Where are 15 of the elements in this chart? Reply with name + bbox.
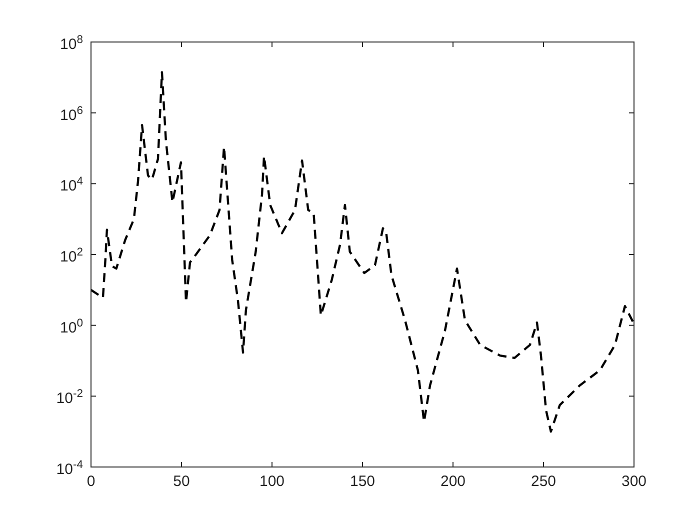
x-tick-label: 300 xyxy=(621,473,647,490)
x-tick-label: 0 xyxy=(86,473,96,490)
y-tick-label: 10$^{-4}$ xyxy=(56,459,83,478)
x-tick-label: 250 xyxy=(530,473,556,490)
y-tick-label: 10$^{2}$ xyxy=(60,246,83,266)
y-tick-label: 10$^{0}$ xyxy=(60,317,83,336)
x-tick-label: 100 xyxy=(259,473,285,490)
y-tick-label: 10$^{4}$ xyxy=(60,176,83,195)
x-tick-label: 150 xyxy=(350,473,376,490)
y-tick-label: 10$^{-2}$ xyxy=(56,388,83,408)
y-tick-label: 10$^{8}$ xyxy=(60,34,83,53)
line-series xyxy=(91,71,634,433)
x-tick-label: 50 xyxy=(173,473,190,490)
x-tick-label: 200 xyxy=(440,473,466,490)
y-tick-label: 10$^{6}$ xyxy=(60,104,83,124)
